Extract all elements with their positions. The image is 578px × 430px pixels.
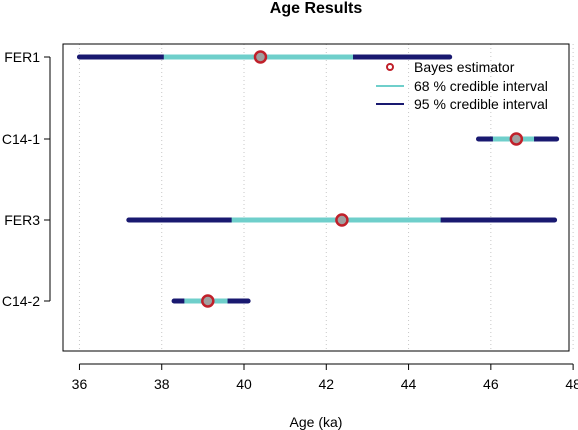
x-tick-label-6: 48 [565,376,578,392]
bayes-point-FER1 [253,50,268,64]
x-axis-label: Age (ka) [290,414,343,430]
legend: Bayes estimator 68 % credible interval 95 … [376,59,548,112]
bayes-point-C14-2 [201,294,215,308]
x-tick-label-3: 42 [318,376,334,392]
bayes-point-C14-1 [509,132,524,146]
x-tick-label-4: 44 [401,376,417,392]
y-axis: FER1 C14-1 FER3 C14-2 [2,49,51,309]
y-tick-label-FER3: FER3 [4,212,40,228]
plot-frame [62,43,570,352]
y-tick-label-C14-1: C14-1 [2,131,40,147]
legend-label-0: Bayes estimator [414,59,515,75]
y-tick-label-FER1: FER1 [4,49,40,65]
x-tick-label-5: 46 [483,376,499,392]
y-tick-label-C14-2: C14-2 [2,293,40,309]
legend-label-1: 68 % credible interval [414,78,548,94]
legend-label-2: 95 % credible interval [414,96,548,112]
x-axis: 36 38 40 42 44 46 48 [72,363,578,392]
bayes-point-FER3 [335,213,349,227]
x-tick-label-0: 36 [72,376,88,392]
x-tick-label-1: 38 [154,376,170,392]
legend-marker-point [386,63,394,71]
x-tick-label-2: 40 [236,376,252,392]
intervals [76,50,560,308]
chart-title: Age Results [270,0,363,17]
